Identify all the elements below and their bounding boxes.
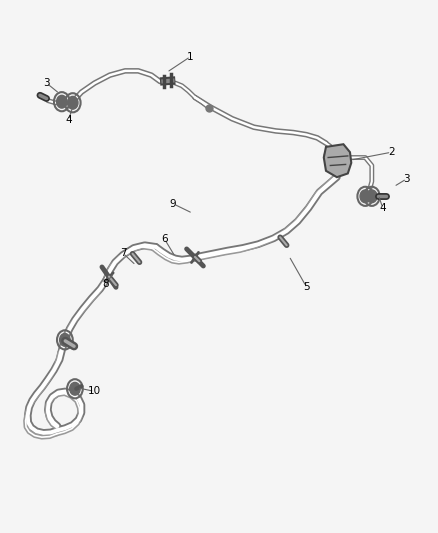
Circle shape — [70, 382, 80, 395]
Text: 3: 3 — [43, 78, 50, 88]
Circle shape — [360, 190, 371, 203]
Text: 4: 4 — [65, 115, 72, 125]
Text: 9: 9 — [170, 199, 177, 209]
Text: 8: 8 — [102, 279, 109, 288]
Text: 4: 4 — [379, 203, 386, 213]
Polygon shape — [324, 144, 351, 177]
Text: 6: 6 — [161, 234, 168, 244]
Circle shape — [60, 334, 70, 346]
Text: 10: 10 — [88, 386, 101, 397]
Text: 2: 2 — [388, 147, 395, 157]
Circle shape — [367, 190, 377, 203]
Circle shape — [57, 95, 67, 108]
Text: 5: 5 — [303, 282, 310, 292]
Text: 7: 7 — [120, 248, 126, 258]
Text: 3: 3 — [403, 174, 410, 184]
Text: 1: 1 — [187, 52, 194, 61]
Circle shape — [67, 96, 78, 109]
